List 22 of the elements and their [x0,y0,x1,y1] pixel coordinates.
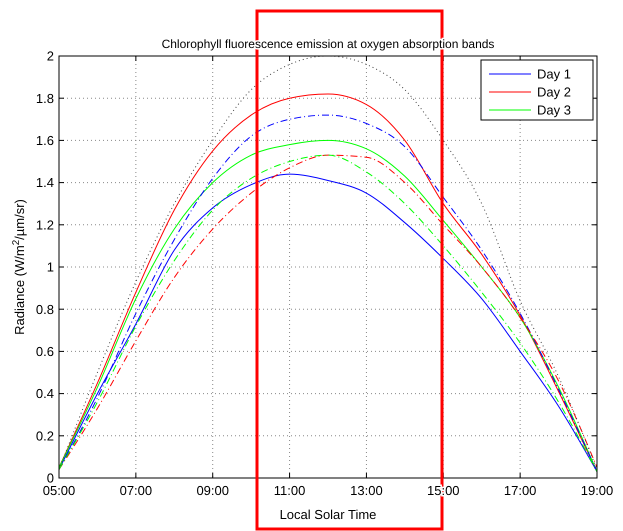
y-tick-label: 0.8 [36,302,54,317]
y-tick-label: 1.8 [36,90,54,106]
y-tick-label: 1.4 [36,175,54,190]
legend-label: Day 2 [537,84,571,100]
x-tick-label: 19:00 [580,483,614,498]
x-tick-label: 05:00 [42,483,76,498]
legend-label: Day 1 [537,66,571,82]
y-tick-label: 1 [46,260,54,275]
x-tick-label: 13:00 [350,483,383,498]
legend-label: Day 3 [537,102,571,118]
y-tick-label: 0 [46,470,54,486]
y-tick-label: 1.6 [36,132,54,148]
x-tick-label: 17:00 [504,483,536,498]
x-tick-label: 07:00 [120,483,152,498]
y-tick-label: 0.6 [36,344,54,359]
y-tick-label: 0.2 [36,428,54,444]
y-tick-label: 1.2 [36,217,54,232]
x-tick-label: 11:00 [274,483,306,498]
x-tick-label: 09:00 [196,483,229,498]
y-tick-label: 0.4 [36,386,54,402]
y-tick-label: 2 [46,48,54,64]
x-axis-title: Local Solar Time [280,507,376,522]
